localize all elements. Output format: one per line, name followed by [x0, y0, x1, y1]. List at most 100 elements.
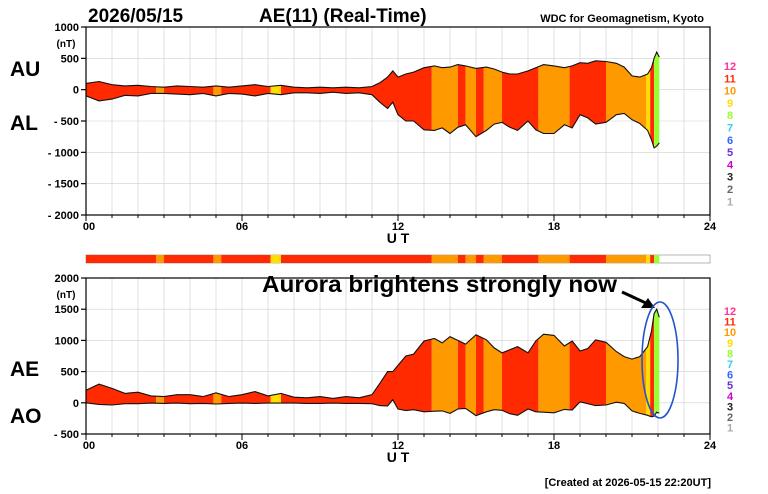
- color-bar-segment: [86, 255, 157, 263]
- fill-band-level-11: [221, 391, 271, 404]
- color-bar-segment: [654, 255, 660, 263]
- series-label-al: AL: [10, 112, 38, 135]
- fill-band-level-9: [646, 336, 651, 417]
- color-bar-segment: [650, 255, 655, 263]
- au-al-panel: 1000 500 0 - 500 - 1000 - 1500 - 2000 00 06 12 18 2…: [10, 22, 717, 246]
- header-credit: WDC for Geomagnetism, Kyoto: [540, 13, 704, 25]
- x-tick-label: 12: [392, 440, 404, 452]
- station-scale-label: 12: [724, 61, 736, 73]
- fill-band-level-11: [569, 60, 606, 128]
- color-bar-segment: [164, 255, 214, 263]
- x-tick-label: 06: [236, 221, 248, 233]
- fill-band-level-11: [476, 334, 484, 416]
- fill-band-level-11: [281, 66, 432, 131]
- y-tick-label: - 1500: [48, 179, 79, 191]
- fill-band-level-8: [654, 309, 660, 417]
- color-bar-segment: [213, 255, 222, 263]
- fill-band-level-10: [156, 396, 164, 404]
- footer-created: [Created at 2026-05-15 22:20UT]: [545, 477, 712, 489]
- color-bar-segment: [221, 255, 271, 263]
- fill-band-level-10: [483, 338, 502, 413]
- au-al-grid: [86, 26, 710, 216]
- series-line-ae: [85, 307, 660, 399]
- fill-band-level-11: [86, 81, 157, 101]
- fill-band-level-8: [654, 52, 660, 148]
- station-scale-label: 6: [727, 370, 733, 382]
- fill-band-level-11: [502, 338, 539, 416]
- y-axis-unit: (nT): [57, 39, 76, 50]
- fill-band-level-10: [606, 342, 647, 415]
- y-tick-label: 500: [61, 367, 79, 379]
- color-bar-segment: [502, 255, 539, 263]
- station-scale-label: 2: [727, 184, 733, 196]
- fill-band-level-10: [538, 64, 570, 134]
- station-scale-label: 11: [724, 73, 736, 85]
- series-label-ao: AO: [10, 405, 42, 428]
- fill-band-level-9: [646, 69, 651, 137]
- station-color-bar: [85, 254, 711, 264]
- ae-ao-fill: [86, 309, 660, 417]
- station-scale-label: 8: [727, 348, 733, 360]
- station-scale-label: 5: [727, 147, 733, 159]
- fill-band-level-10: [156, 86, 164, 94]
- color-bar-segment: [476, 255, 484, 263]
- series-label-au: AU: [10, 58, 40, 81]
- au-al-fill: [86, 52, 660, 148]
- station-scale-label: 1: [727, 196, 733, 208]
- station-scale-label: 5: [727, 380, 733, 392]
- fill-band-level-11: [164, 85, 214, 96]
- y-tick-label: 500: [61, 53, 79, 65]
- header-date: 2026/05/15: [88, 6, 184, 27]
- y-tick-label: - 2000: [48, 210, 79, 222]
- series-line-al: [85, 91, 660, 149]
- series-line-au: [85, 50, 660, 89]
- color-bar-segment: [281, 255, 432, 263]
- color-bar-segment: [270, 255, 281, 263]
- annotation-ellipse: [641, 301, 679, 419]
- fill-band-level-11: [281, 339, 432, 412]
- fill-band-level-11: [476, 67, 484, 137]
- x-tick-label: 00: [83, 440, 95, 452]
- station-scale-label: 6: [727, 135, 733, 147]
- color-bar-segment: [646, 255, 651, 263]
- x-axis-label: U T: [387, 230, 410, 246]
- fill-band-level-10: [431, 64, 458, 134]
- station-scale-label: 12: [724, 306, 736, 318]
- fill-band-level-10: [465, 334, 476, 416]
- au-al-lines: [85, 50, 660, 149]
- station-scale-label: 7: [727, 123, 733, 135]
- fill-band-level-9: [270, 393, 281, 404]
- station-scale-label: 3: [727, 172, 733, 184]
- x-tick-label: 06: [236, 440, 248, 452]
- station-scale-label: 11: [724, 317, 736, 329]
- ae-ao-lines: [85, 307, 660, 418]
- station-scale-label: 3: [727, 401, 733, 413]
- station-scale-label: 2: [727, 412, 733, 424]
- color-bar-segment: [606, 255, 647, 263]
- color-bar-segment: [156, 255, 164, 263]
- color-bar-segment: [431, 255, 458, 263]
- y-tick-label: 0: [73, 85, 79, 97]
- y-tick-label: 1000: [55, 335, 79, 347]
- station-scale-label: 4: [727, 159, 734, 171]
- station-scale-label: 7: [727, 359, 733, 371]
- y-tick-label: - 500: [54, 116, 79, 128]
- station-scale-label: 10: [724, 86, 736, 98]
- x-tick-label: 00: [83, 221, 95, 233]
- y-tick-label: 1500: [55, 304, 79, 316]
- x-tick-label: 18: [548, 221, 560, 233]
- color-bar-segment: [465, 255, 476, 263]
- fill-band-level-11: [457, 64, 466, 128]
- station-scale-label: 8: [727, 110, 733, 122]
- fill-band-level-10: [538, 334, 570, 413]
- color-bar-segment: [569, 255, 606, 263]
- series-line-ao: [85, 398, 660, 418]
- fill-band-level-10: [606, 61, 647, 130]
- x-tick-label: 24: [704, 221, 717, 233]
- station-scale-label: 9: [727, 338, 733, 350]
- x-axis-label: U T: [387, 449, 410, 465]
- color-bar-segment: [483, 255, 502, 263]
- fill-band-level-10: [465, 65, 476, 137]
